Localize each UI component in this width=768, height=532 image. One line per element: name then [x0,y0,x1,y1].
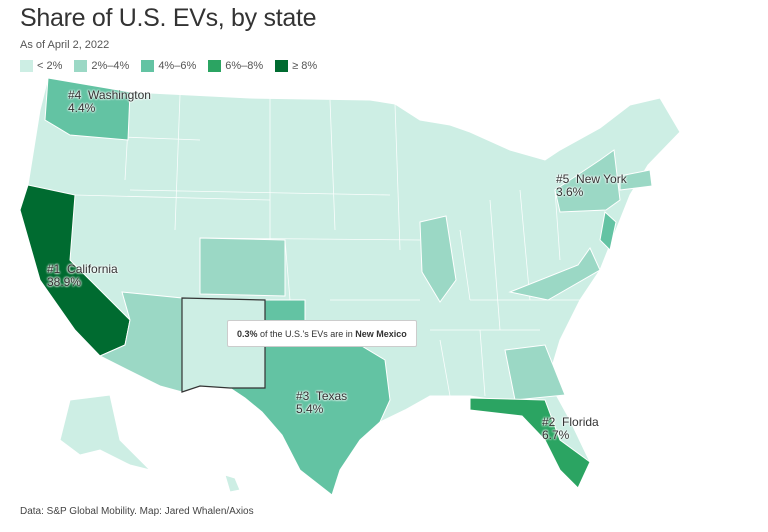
label-new-york: #5 New York 3.6% [556,172,627,199]
legend-swatch [141,60,155,72]
legend-label: 6%–8% [225,60,264,72]
legend-item: 6%–8% [208,60,263,72]
legend-label: 2%–4% [91,60,130,72]
state-illinois[interactable] [419,215,457,303]
label-texas: #3 Texas 5.4% [296,389,348,416]
tooltip: 0.3% of the U.S.'s EVs are in New Mexico [227,320,417,347]
state-washington[interactable] [44,77,131,141]
state-colorado[interactable] [199,237,286,297]
state-florida[interactable] [469,397,591,489]
legend-item: ≥ 8% [275,60,317,72]
chart-subtitle: As of April 2, 2022 [20,39,110,51]
legend-label: ≥ 8% [292,60,318,72]
state-virginia[interactable] [508,246,601,301]
state-massachusetts[interactable] [619,169,653,191]
legend-swatch [74,60,88,72]
label-california: #1 California 38.9% [47,262,118,289]
legend-item: 4%–6% [141,60,196,72]
state-hawaii[interactable] [224,474,241,493]
legend-swatch [20,60,33,72]
state-georgia[interactable] [504,344,566,401]
legend-label: < 2% [37,60,63,72]
chart-title: Share of U.S. EVs, by state [20,4,317,32]
legend: < 2% 2%–4% 4%–6% 6%–8% ≥ 8% [20,60,317,72]
legend-item: < 2% [20,60,62,72]
label-florida: #2 Florida 6.7% [542,415,599,442]
source-note: Data: S&P Global Mobility. Map: Jared Wh… [20,506,254,517]
legend-item: 2%–4% [74,60,129,72]
state-alaska[interactable] [59,394,152,471]
legend-swatch [208,60,222,72]
legend-swatch [275,60,289,72]
label-washington: #4 Washington 4.4% [68,88,151,115]
legend-label: 4%–6% [158,60,197,72]
state-new-jersey[interactable] [599,211,617,252]
state-new-york[interactable] [554,149,621,213]
